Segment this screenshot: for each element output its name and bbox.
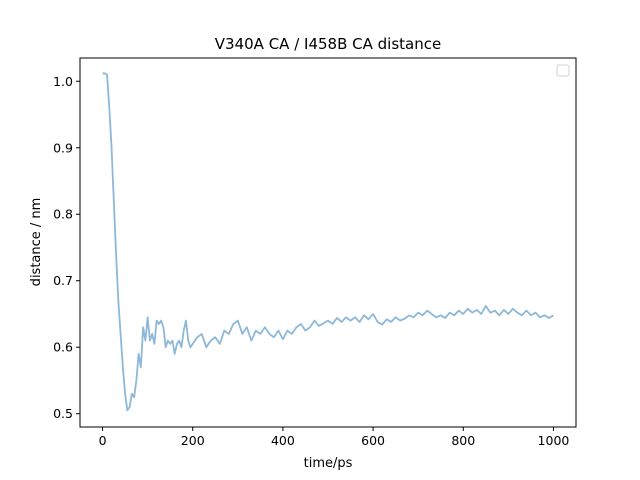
y-tick-label: 1.0 <box>53 74 73 89</box>
x-tick-label: 200 <box>181 433 205 448</box>
legend-box <box>556 64 570 77</box>
x-axis: 0 200 400 600 800 1000 <box>99 427 570 448</box>
x-tick-label: 0 <box>99 433 107 448</box>
y-tick-label: 0.9 <box>53 140 73 155</box>
x-tick-label: 800 <box>451 433 475 448</box>
chart-title: V340A CA / I458B CA distance <box>215 35 441 53</box>
x-tick-label: 400 <box>271 433 295 448</box>
x-tick-label: 600 <box>361 433 385 448</box>
x-axis-label: time/ps <box>304 456 353 471</box>
x-tick-label: 1000 <box>538 433 570 448</box>
y-axis-label: distance / nm <box>29 198 44 287</box>
y-tick-label: 0.5 <box>53 406 73 421</box>
series-line-distance <box>102 72 554 412</box>
y-axis: 0.5 0.6 0.7 0.8 0.9 1.0 <box>53 74 80 421</box>
plot-frame <box>79 57 577 428</box>
y-tick-label: 0.7 <box>53 273 73 288</box>
y-tick-label: 0.6 <box>53 340 73 355</box>
y-tick-label: 0.8 <box>53 207 73 222</box>
